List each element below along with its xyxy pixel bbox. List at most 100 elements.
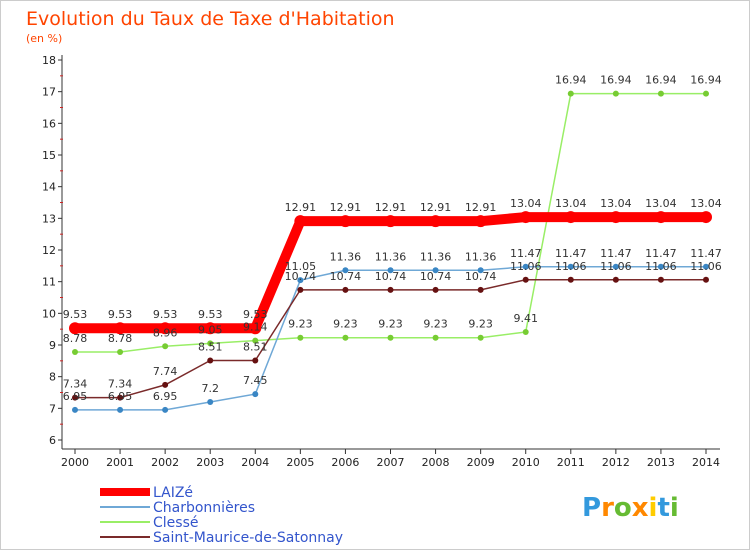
data-point: [162, 381, 169, 388]
x-tick-label: 2007: [377, 456, 405, 469]
x-tick-label: 2010: [512, 456, 540, 469]
y-tick-label: 17: [42, 86, 56, 99]
data-point: [612, 263, 619, 270]
data-point: [522, 276, 529, 283]
data-label: 9.53: [153, 308, 178, 321]
data-label: 16.94: [600, 74, 632, 87]
data-label: 11.47: [600, 247, 632, 260]
data-point: [207, 399, 214, 405]
data-label: 11.47: [645, 247, 677, 260]
y-tick-label: 7: [49, 402, 56, 415]
logo-letter: x: [632, 493, 649, 523]
x-tick-label: 2012: [602, 456, 630, 469]
y-tick-label: 12: [42, 244, 56, 257]
data-point: [249, 322, 262, 335]
logo-letter: o: [614, 493, 632, 523]
data-point: [207, 340, 214, 347]
data-label: 10.74: [375, 270, 407, 283]
data-label: 12.91: [420, 201, 452, 214]
data-label: 10.74: [465, 270, 497, 283]
data-label: 9.23: [423, 318, 448, 331]
data-point: [522, 263, 529, 270]
y-tick-label: 11: [42, 276, 56, 289]
x-tick-label: 2011: [557, 456, 585, 469]
legend-label: Saint-Maurice-de-Satonnay: [153, 530, 343, 546]
data-label: 9.23: [288, 318, 313, 331]
data-label: 16.94: [645, 74, 677, 87]
data-point: [657, 90, 664, 97]
x-tick-label: 2001: [106, 456, 134, 469]
data-point: [384, 215, 397, 228]
legend: LAIZéCharbonnièresClesséSaint-Maurice-de…: [100, 485, 343, 546]
data-label: 11.47: [690, 247, 722, 260]
data-label: 7.34: [63, 378, 88, 391]
data-point: [564, 211, 577, 224]
data-point: [703, 276, 709, 283]
data-label: 10.74: [285, 270, 317, 283]
x-tick-label: 2003: [196, 456, 224, 469]
data-labels: 9.53 9.53 9.53 9.53 9.53 12.91 12.91 12.91 12.91…: [63, 74, 722, 403]
data-point: [252, 337, 259, 344]
data-point: [477, 286, 484, 293]
y-tick-label: 18: [42, 54, 56, 67]
data-point: [252, 391, 259, 398]
data-label: 9.23: [468, 318, 493, 331]
x-tick-label: 2008: [422, 456, 450, 469]
y-tick-label: 10: [42, 307, 56, 320]
data-label: 16.94: [555, 74, 587, 87]
data-point: [432, 286, 439, 293]
data-point: [162, 343, 169, 350]
data-point: [657, 276, 664, 283]
data-label: 8.96: [153, 326, 178, 339]
data-label: 9.23: [378, 318, 403, 331]
data-label: 12.91: [465, 201, 497, 214]
data-point: [432, 267, 439, 274]
data-label: 9.53: [198, 308, 223, 321]
data-label: 8.78: [63, 332, 88, 345]
data-label: 7.2: [201, 382, 219, 395]
data-label: 9.23: [333, 318, 358, 331]
chart-title: Evolution du Taux de Taxe d'Habitation: [26, 8, 395, 30]
data-label: 9.53: [243, 308, 268, 321]
data-label: 11.47: [555, 247, 587, 260]
data-point: [342, 334, 349, 341]
data-point: [72, 394, 78, 401]
data-label: 10.74: [330, 270, 362, 283]
data-point: [612, 276, 619, 283]
data-label: 13.04: [510, 197, 542, 210]
chart-subtitle: (en %): [26, 32, 62, 45]
data-label: 12.91: [285, 201, 317, 214]
data-point: [159, 322, 172, 335]
data-point: [117, 394, 124, 401]
data-label: 11.06: [645, 260, 677, 273]
data-label: 13.04: [555, 197, 587, 210]
legend-label: Charbonnières: [153, 500, 255, 516]
data-label: 13.04: [600, 197, 632, 210]
data-point: [474, 215, 487, 228]
data-label: 13.04: [690, 197, 722, 210]
data-point: [72, 348, 78, 355]
data-label: 7.74: [153, 365, 178, 378]
data-label: 9.53: [63, 308, 88, 321]
data-point: [522, 329, 529, 336]
y-tick-label: 16: [42, 117, 56, 130]
data-point: [252, 357, 259, 364]
data-point: [432, 334, 439, 341]
legend-label: LAIZé: [153, 485, 193, 501]
data-point: [297, 286, 304, 293]
x-tick-label: 2014: [692, 456, 720, 469]
y-tick-label: 13: [42, 212, 56, 225]
x-tick-label: 2004: [241, 456, 269, 469]
data-label: 11.06: [510, 260, 542, 273]
data-label: 11.36: [465, 250, 497, 263]
data-point: [117, 348, 124, 355]
data-label: 11.47: [510, 247, 542, 260]
data-point: [657, 263, 664, 270]
x-tick-label: 2000: [61, 456, 89, 469]
logo-letter: i: [649, 493, 658, 523]
logo-letter: t: [657, 493, 669, 523]
y-tick-label: 14: [42, 181, 56, 194]
x-tick-label: 2002: [151, 456, 179, 469]
